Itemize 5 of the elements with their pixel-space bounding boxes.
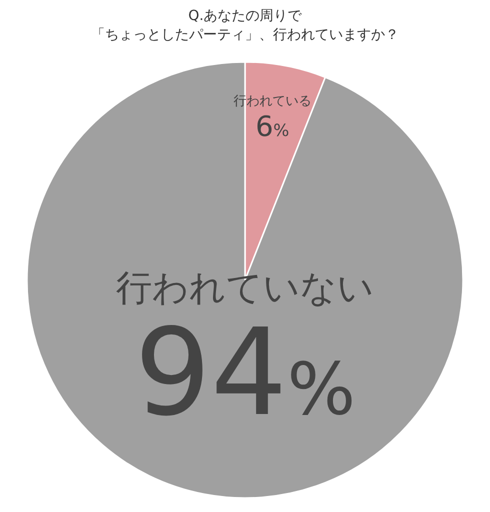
slice-label: 行われていない xyxy=(116,268,374,309)
chart-title: Q.あなたの周りで xyxy=(188,8,303,24)
chart-subtitle: 「ちょっとしたパーティ」、行われていますか？ xyxy=(91,27,399,43)
pie-slice xyxy=(26,61,464,498)
data-label: 6% xyxy=(255,110,290,143)
